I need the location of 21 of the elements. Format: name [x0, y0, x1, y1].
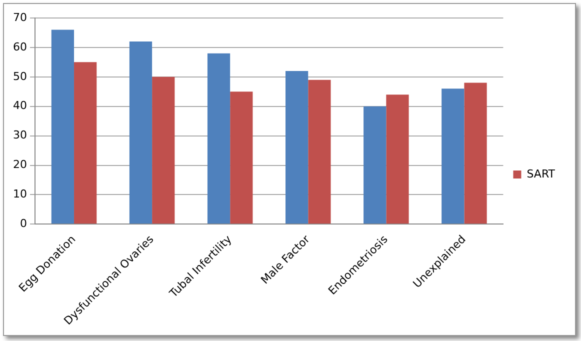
y-tick-label: 50	[12, 70, 27, 83]
y-tick-label: 60	[12, 40, 27, 54]
bar	[364, 106, 386, 224]
bar	[464, 82, 487, 224]
bar	[129, 42, 152, 224]
bar	[442, 88, 464, 224]
bar	[207, 53, 230, 224]
legend-label: SART	[526, 167, 556, 180]
bar	[152, 76, 175, 224]
y-tick-label: 20	[12, 158, 27, 172]
y-tick-label: 40	[12, 99, 27, 112]
bar	[74, 62, 97, 224]
y-tick-label: 10	[12, 188, 27, 201]
bar	[386, 94, 409, 224]
bar	[51, 30, 74, 224]
bar	[286, 71, 308, 224]
y-tick-label: 30	[12, 128, 27, 142]
bar	[230, 92, 253, 224]
y-tick-label: 0	[20, 217, 27, 230]
y-tick-label: 70	[12, 10, 27, 24]
bar	[308, 80, 331, 224]
